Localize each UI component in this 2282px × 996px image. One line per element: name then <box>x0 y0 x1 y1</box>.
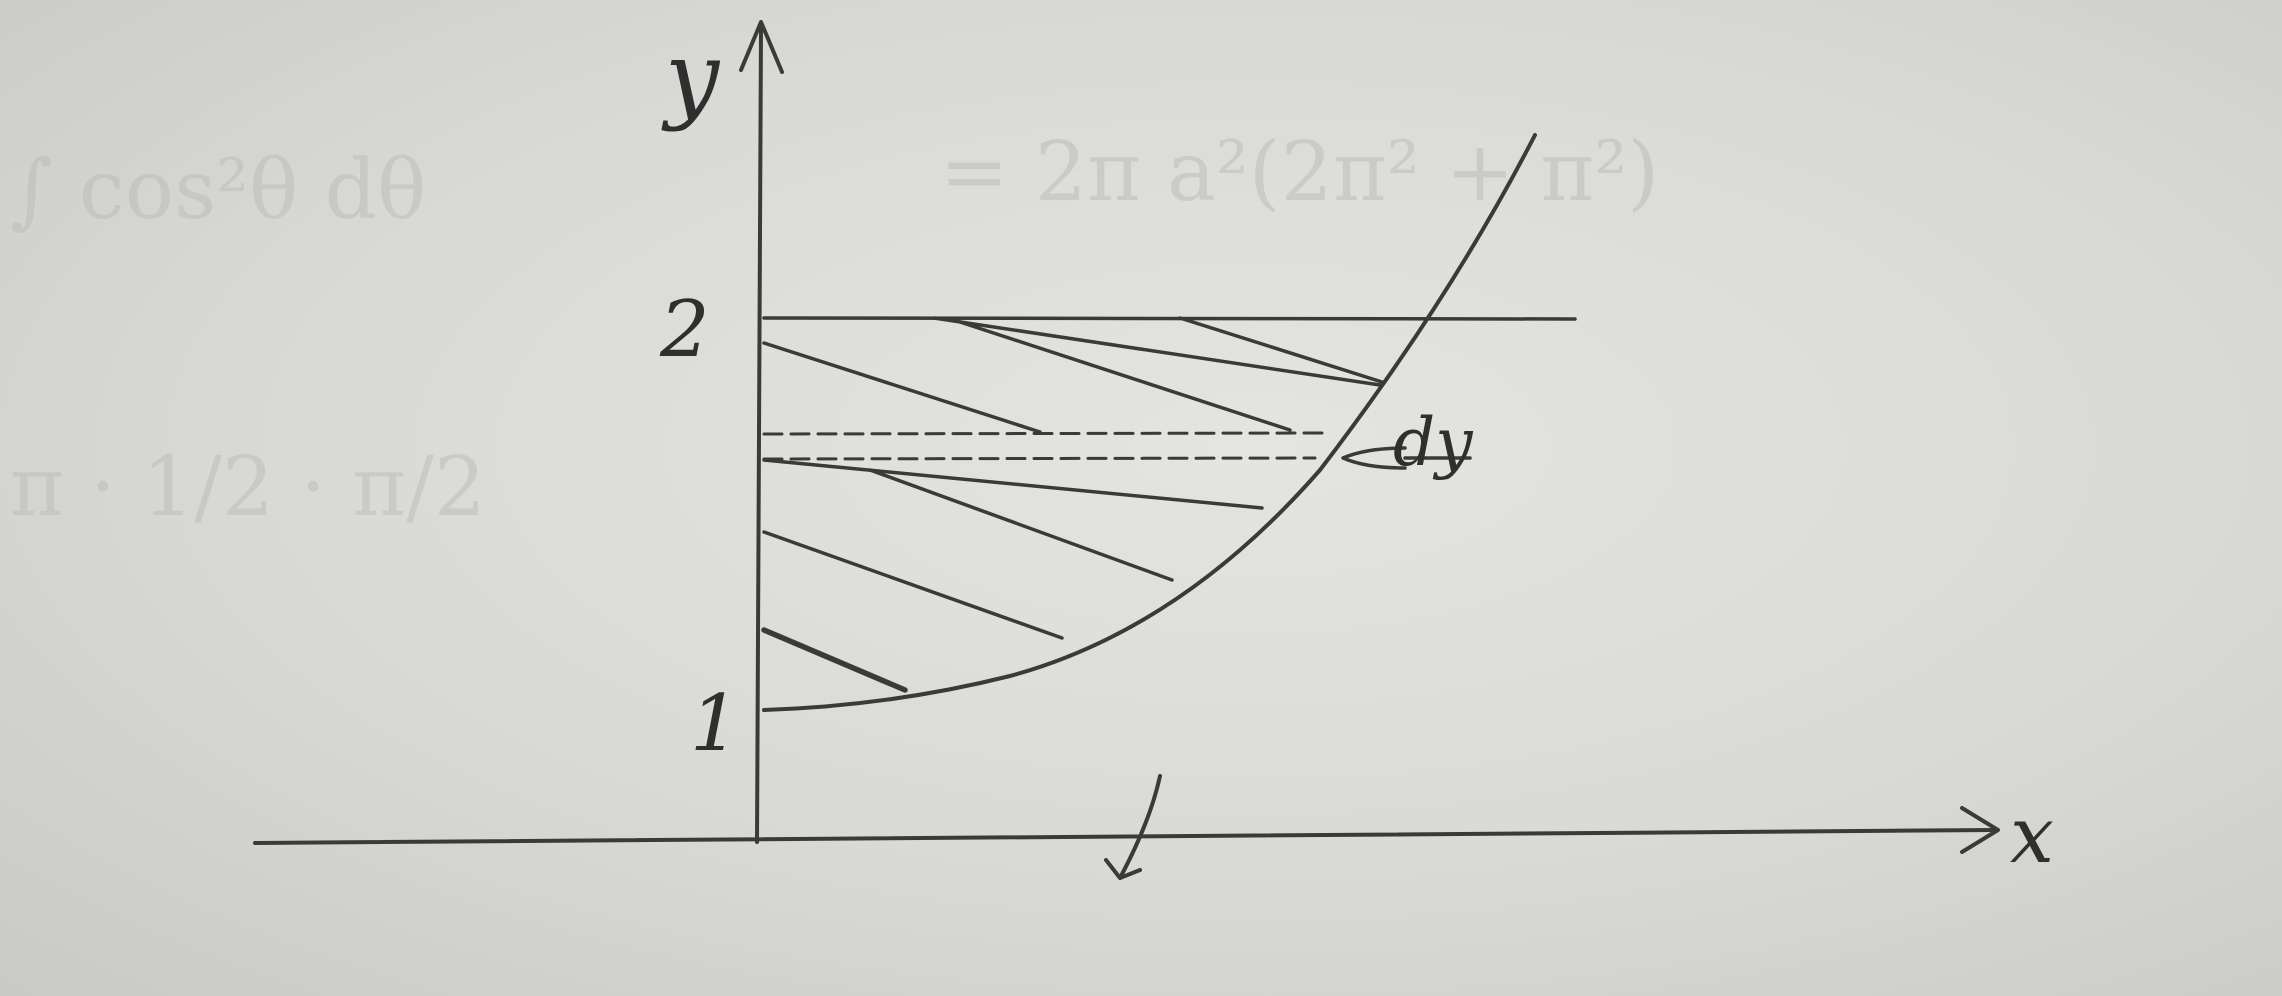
x-axis-line <box>253 828 1997 845</box>
strip-bottom-dashed-line <box>762 456 1317 461</box>
y-tick-1: 1 <box>690 679 740 769</box>
y-axis <box>739 20 784 844</box>
line-y-equals-2 <box>762 316 1577 321</box>
ghost-text-2: = 2π a²(2π² + π²) <box>940 125 1659 220</box>
y-tick-2: 2 <box>659 285 710 375</box>
dy-label: dy <box>1393 404 1473 481</box>
hatch-line <box>762 458 1264 510</box>
hatch-line <box>761 627 908 693</box>
x-axis-arrowhead <box>1960 806 2000 854</box>
y-axis-line <box>755 26 763 844</box>
hatch-line <box>762 341 1042 434</box>
x-axis <box>253 806 2000 854</box>
x-axis-label: x <box>2010 791 2054 881</box>
strip-pointer-arrow <box>1341 446 1407 470</box>
boundary-curve <box>762 133 1537 712</box>
hatch-line <box>868 468 1174 582</box>
ghost-text-1: ∫ cos²θ dθ <box>10 143 426 238</box>
hatch-line <box>762 530 1064 640</box>
ghost-text-3: π · 1/2 · π/2 <box>10 440 486 535</box>
dy-strip <box>762 431 1472 470</box>
hatch-line <box>958 320 1292 432</box>
y-axis-arrowhead <box>739 20 784 74</box>
hatch-line <box>1178 316 1384 384</box>
y-axis-label: y <box>661 21 721 133</box>
show-through-text: ∫ cos²θ dθ = 2π a²(2π² + π²) π · 1/2 · π… <box>10 125 1659 535</box>
strip-top-dashed-line <box>762 431 1327 436</box>
hatched-region <box>761 316 1384 693</box>
check-mark <box>1104 774 1162 880</box>
hatch-line <box>932 316 1382 387</box>
